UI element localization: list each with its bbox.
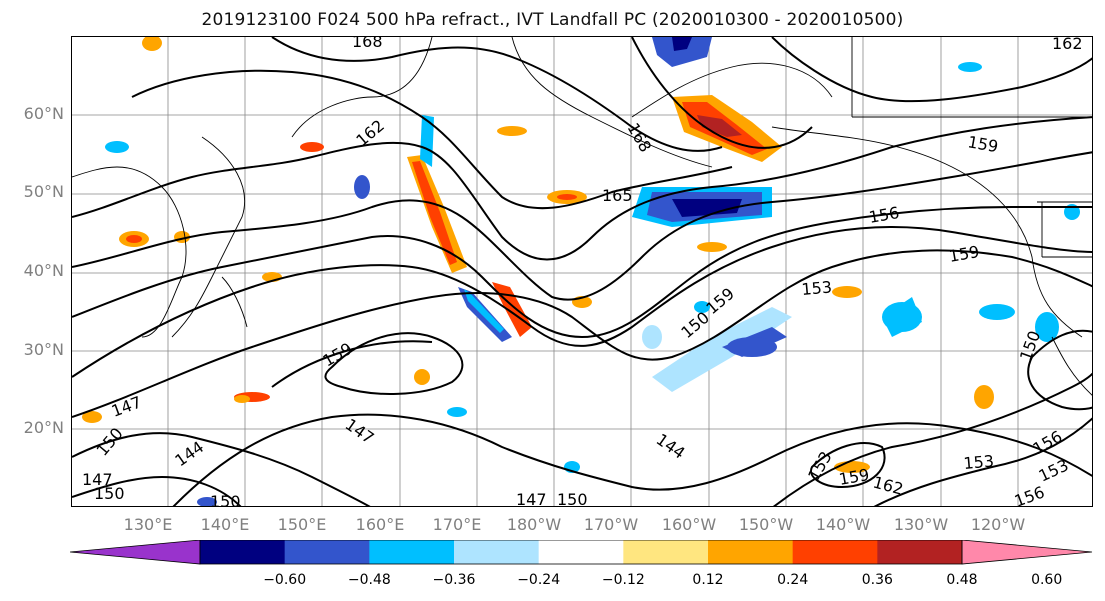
contour-label: 147 xyxy=(109,392,144,420)
contour-label: 150 xyxy=(210,492,241,507)
anomaly-fills xyxy=(82,37,1080,506)
lon-label-140w: 140°W xyxy=(815,515,871,534)
lon-label-120w: 120°W xyxy=(970,515,1026,534)
lon-label-140e: 140°E xyxy=(200,515,250,534)
colorbar-segment xyxy=(369,540,455,564)
contour-label: 156 xyxy=(1012,482,1047,507)
colorbar-segment xyxy=(454,540,540,564)
contour-label: 162 xyxy=(871,473,905,499)
colorbar-segment xyxy=(877,540,963,564)
contour-label: 159 xyxy=(320,339,356,371)
colorbar-border xyxy=(199,540,963,565)
graticule xyxy=(72,37,1092,506)
map-title: 2019123100 F024 500 hPa refract., IVT La… xyxy=(201,10,904,30)
contour-label: 159 xyxy=(966,132,999,156)
lat-label-30n: 30°N xyxy=(23,340,64,359)
colorbar-tick-label: −0.48 xyxy=(347,572,391,588)
contour-label: 153 xyxy=(963,451,995,473)
contour-label: 150 xyxy=(1016,328,1044,363)
colorbar-tick-label: 0.12 xyxy=(692,572,724,588)
lat-label-60n: 60°N xyxy=(23,104,64,123)
colorbar-tick-label: −0.36 xyxy=(432,572,476,588)
contour-label-group: 168 162 168 165 156 159 162 159 153 159 … xyxy=(82,37,1083,507)
colorbar-tick-label: 0.60 xyxy=(1031,572,1063,588)
lon-label-170w: 170°W xyxy=(583,515,639,534)
lon-label-160e: 160°E xyxy=(355,515,405,534)
contour-label: 156 xyxy=(867,203,900,227)
lon-label-170e: 170°E xyxy=(432,515,482,534)
contour-label: 153 xyxy=(801,277,833,299)
lon-label-180w: 180°W xyxy=(506,515,562,534)
colorbar-tick-label: −0.60 xyxy=(263,572,307,588)
lon-label-130w: 130°W xyxy=(893,515,949,534)
contour-label: 147 xyxy=(82,470,113,489)
colorbar-extension-high xyxy=(961,540,1093,565)
colorbar-segment xyxy=(538,540,624,564)
lat-label-50n: 50°N xyxy=(23,182,64,201)
colorbar-segment xyxy=(623,540,709,564)
contour-label: 159 xyxy=(947,242,980,266)
lon-label-150w: 150°W xyxy=(738,515,794,534)
contour-label: 150 xyxy=(557,490,588,507)
contour-label: 147 xyxy=(342,415,378,448)
colorbar-segment xyxy=(200,540,286,564)
lat-label-20n: 20°N xyxy=(23,418,64,437)
map-canvas: 168 162 168 165 156 159 162 159 153 159 … xyxy=(72,37,1092,507)
lon-label-130e: 130°E xyxy=(123,515,173,534)
contour-label: 150 xyxy=(94,484,125,503)
lon-label-160w: 160°W xyxy=(661,515,717,534)
contour-label: 168 xyxy=(352,37,383,51)
map-panel: 168 162 168 165 156 159 162 159 153 159 … xyxy=(71,36,1093,507)
colorbar xyxy=(70,540,1093,565)
lat-label-40n: 40°N xyxy=(23,261,64,280)
lon-label-150e: 150°E xyxy=(277,515,327,534)
colorbar-segment xyxy=(792,540,878,564)
contour-label: 162 xyxy=(1052,37,1083,53)
contour-label: 147 xyxy=(516,490,547,507)
contour-label: 159 xyxy=(837,465,870,489)
colorbar-extension-low xyxy=(70,540,201,565)
colorbar-tick-label: −0.12 xyxy=(601,572,645,588)
colorbar-tick-label: 0.48 xyxy=(946,572,978,588)
contour-label: 162 xyxy=(352,116,388,150)
contour-label: 159 xyxy=(702,284,738,318)
colorbar-segment xyxy=(708,540,794,564)
colorbar-tick-label: 0.36 xyxy=(861,572,893,588)
contour-label: 150 xyxy=(677,308,713,342)
colorbar-segment xyxy=(284,540,370,564)
coastlines xyxy=(72,37,1092,396)
colorbar-tick-label: 0.24 xyxy=(777,572,809,588)
contour-label: 144 xyxy=(653,430,689,463)
contour-label: 144 xyxy=(171,437,207,470)
colorbar-segments xyxy=(70,540,1093,565)
contour-label: 165 xyxy=(602,186,633,205)
height-contours xyxy=(72,37,1092,506)
colorbar-tick-label: −0.24 xyxy=(517,572,561,588)
